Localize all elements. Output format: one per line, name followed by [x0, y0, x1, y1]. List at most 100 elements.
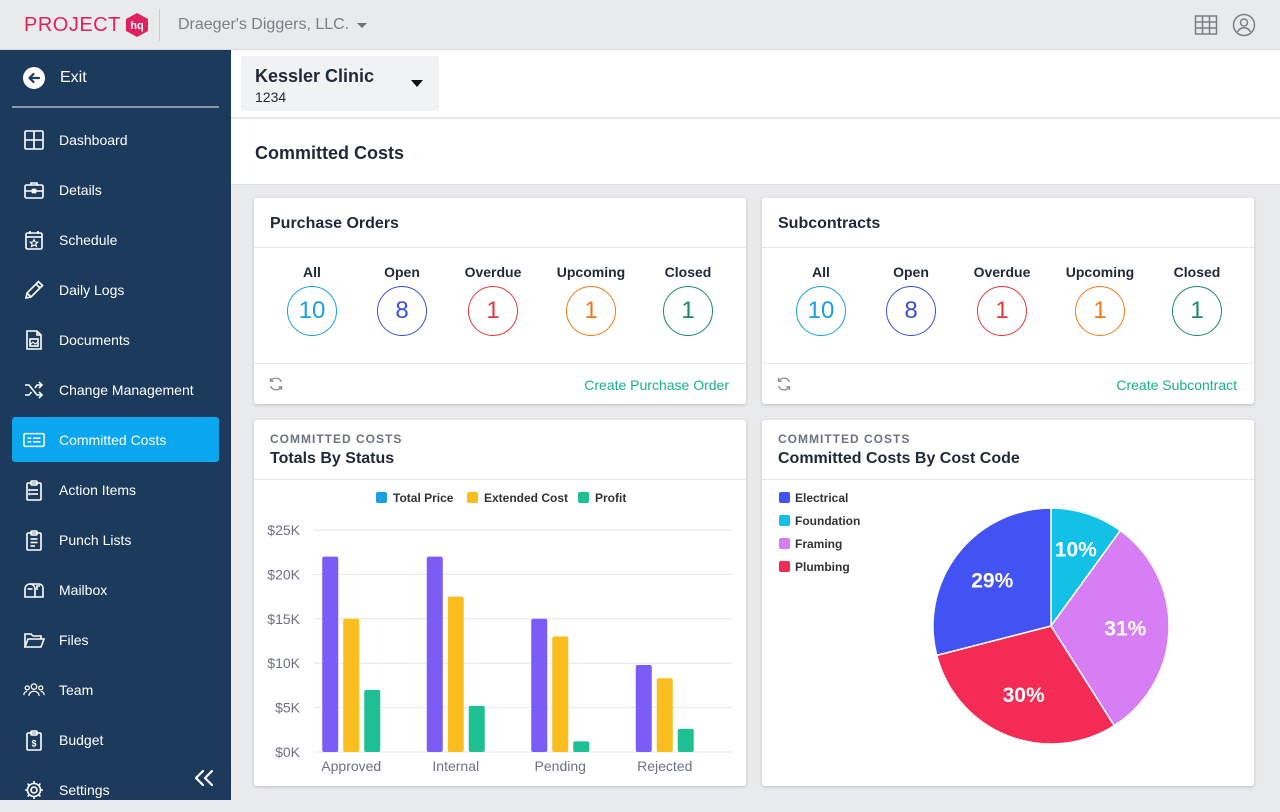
- sidebar-item-committed-costs[interactable]: Committed Costs: [12, 417, 219, 462]
- exit-label: Exit: [60, 69, 87, 86]
- collapse-sidebar-icon[interactable]: [193, 769, 215, 787]
- stat-label: Overdue: [973, 264, 1031, 280]
- legend-swatch: [779, 492, 790, 503]
- stat-closed[interactable]: Closed 1: [1157, 264, 1237, 336]
- sidebar-item-label: Details: [59, 181, 102, 198]
- card-footer: Create Purchase Order: [254, 363, 746, 404]
- legend-label: Total Price: [393, 491, 454, 505]
- caret-down-icon: [411, 80, 423, 87]
- grid-icon[interactable]: [1194, 13, 1218, 37]
- stat-count: 1: [1075, 286, 1125, 336]
- bar: [677, 728, 694, 752]
- refresh-icon[interactable]: [776, 376, 792, 392]
- purchase-orders-card: Purchase Orders All 10 Open 8 Overdue 1 …: [254, 198, 746, 404]
- user-circle-icon[interactable]: [1232, 13, 1256, 37]
- card-title: Purchase Orders: [270, 215, 399, 232]
- sidebar-item-budget[interactable]: $ Budget: [12, 717, 219, 762]
- sidebar-item-settings[interactable]: Settings: [12, 767, 219, 812]
- mailbox-icon: [23, 579, 45, 601]
- sidebar-item-label: Schedule: [59, 231, 118, 248]
- stat-count: 10: [287, 286, 337, 336]
- stat-label: Closed: [1173, 264, 1221, 280]
- sidebar-item-schedule[interactable]: Schedule: [12, 217, 219, 262]
- sidebar-item-action-items[interactable]: Action Items: [12, 467, 219, 512]
- stat-all[interactable]: All 10: [272, 264, 352, 336]
- sidebar-item-mailbox[interactable]: Mailbox: [12, 567, 219, 612]
- svg-text:$: $: [31, 738, 36, 748]
- slice-label: 10%: [1055, 539, 1097, 562]
- chevron-down-icon: [357, 22, 368, 28]
- stat-open[interactable]: Open 8: [871, 264, 951, 336]
- slice-label: 30%: [1003, 684, 1045, 707]
- arrow-left-circle-icon: [23, 67, 45, 89]
- sidebar: Exit Dashboard Details Schedule Daily Lo…: [0, 50, 231, 800]
- project-selector[interactable]: Kessler Clinic 1234: [241, 56, 439, 111]
- stat-overdue[interactable]: Overdue 1: [962, 264, 1042, 336]
- project-bar: Kessler Clinic 1234: [231, 50, 1280, 118]
- legend-item: Plumbing: [779, 560, 850, 574]
- stat-upcoming[interactable]: Upcoming 1: [1060, 264, 1140, 336]
- y-tick-label: $10K: [267, 655, 300, 671]
- stat-upcoming[interactable]: Upcoming 1: [551, 264, 631, 336]
- stat-label: All: [812, 264, 830, 280]
- budget-icon: $: [23, 729, 45, 751]
- company-selector[interactable]: Draeger's Diggers, LLC.: [178, 16, 368, 34]
- stat-label: Open: [893, 264, 929, 280]
- stat-open[interactable]: Open 8: [362, 264, 442, 336]
- folder-open-icon: [23, 629, 45, 651]
- document-image-icon: [23, 329, 45, 351]
- company-name: Draeger's Diggers, LLC.: [178, 16, 350, 33]
- main-content: Kessler Clinic 1234 Committed Costs Purc…: [231, 50, 1280, 800]
- sidebar-item-punch-lists[interactable]: Punch Lists: [12, 517, 219, 562]
- create-purchase-order-link[interactable]: Create Purchase Order: [584, 377, 729, 393]
- legend-swatch: [467, 492, 478, 503]
- sidebar-item-dashboard[interactable]: Dashboard: [12, 117, 219, 162]
- pie-slice: [1050, 507, 1122, 629]
- card-title: Subcontracts: [778, 215, 881, 232]
- bar: [573, 741, 590, 752]
- card-header: Subcontracts: [762, 198, 1254, 248]
- bar: [656, 678, 673, 752]
- card-kicker: COMMITTED COSTS: [270, 432, 403, 446]
- stat-count: 1: [977, 286, 1027, 336]
- sidebar-item-files[interactable]: Files: [12, 617, 219, 662]
- project-name: Kessler Clinic: [255, 66, 375, 86]
- stat-label: Upcoming: [1065, 264, 1135, 280]
- slice-label: 29%: [971, 569, 1013, 592]
- stat-all[interactable]: All 10: [781, 264, 861, 336]
- pie-slice: [935, 625, 1116, 745]
- stat-label: Overdue: [464, 264, 522, 280]
- stat-count: 8: [886, 286, 936, 336]
- stat-count: 10: [796, 286, 846, 336]
- sidebar-item-team[interactable]: Team: [12, 667, 219, 712]
- sidebar-item-change-management[interactable]: Change Management: [12, 367, 219, 412]
- app-logo[interactable]: PROJECT hq: [24, 12, 149, 38]
- dashboard-icon: [23, 129, 45, 151]
- stat-label: Upcoming: [556, 264, 626, 280]
- create-subcontract-link[interactable]: Create Subcontract: [1116, 377, 1237, 393]
- legend-swatch: [578, 492, 589, 503]
- sidebar-item-details[interactable]: Details: [12, 167, 219, 212]
- clipboard-list-icon: [23, 479, 45, 501]
- pie-slice: [932, 507, 1052, 657]
- legend-item: Electrical: [779, 491, 848, 505]
- stat-count: 1: [566, 286, 616, 336]
- briefcase-icon: [23, 179, 45, 201]
- refresh-icon[interactable]: [268, 376, 284, 392]
- sidebar-item-documents[interactable]: Documents: [12, 317, 219, 362]
- stat-closed[interactable]: Closed 1: [648, 264, 728, 336]
- exit-button[interactable]: Exit: [12, 50, 219, 108]
- legend-swatch: [779, 515, 790, 526]
- card-header: COMMITTED COSTS Committed Costs By Cost …: [762, 420, 1254, 480]
- stat-overdue[interactable]: Overdue 1: [453, 264, 533, 336]
- team-icon: [23, 679, 45, 701]
- sidebar-item-label: Change Management: [59, 381, 194, 398]
- sidebar-item-label: Action Items: [59, 481, 137, 498]
- totals-by-status-card: COMMITTED COSTS Totals By Status Total P…: [254, 420, 746, 786]
- legend-label: Plumbing: [795, 560, 850, 574]
- sidebar-item-daily-logs[interactable]: Daily Logs: [12, 267, 219, 312]
- pie-chart: Electrical Foundation Framing Plumbing 10% 31…: [779, 491, 1170, 745]
- slice-label: 31%: [1104, 617, 1146, 640]
- legend-swatch: [376, 492, 387, 503]
- sidebar-item-label: Settings: [59, 781, 110, 798]
